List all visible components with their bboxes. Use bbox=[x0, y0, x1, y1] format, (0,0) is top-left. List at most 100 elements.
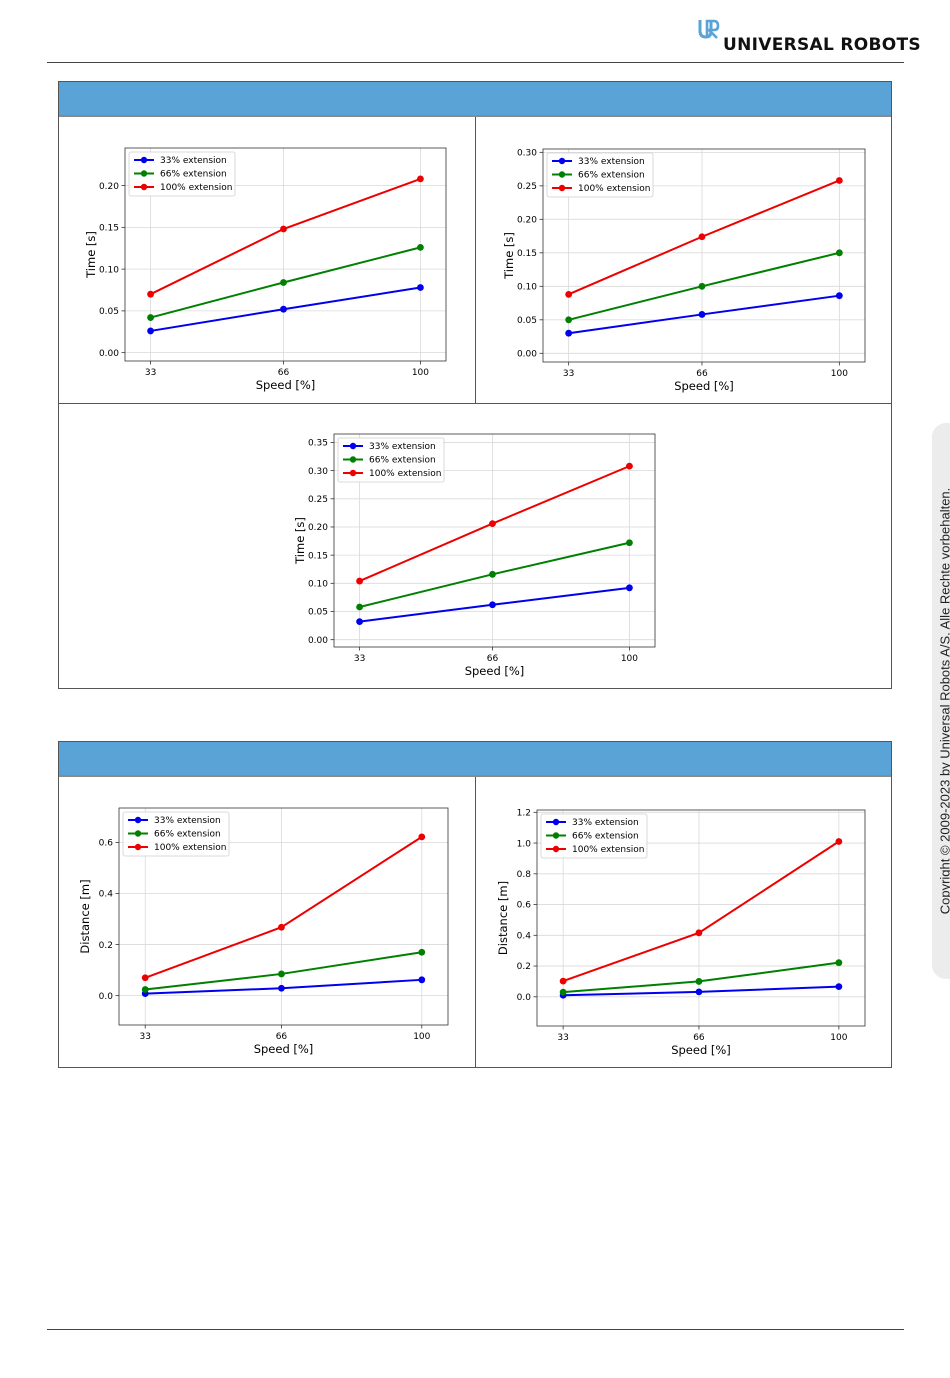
data-point bbox=[626, 584, 633, 592]
data-point bbox=[559, 988, 567, 996]
data-point bbox=[417, 244, 424, 251]
y-tick-label: 1.2 bbox=[517, 809, 531, 819]
data-point bbox=[559, 977, 567, 985]
data-point bbox=[835, 838, 843, 845]
x-axis-label: Speed [%] bbox=[674, 379, 734, 393]
data-point bbox=[489, 570, 496, 578]
line-chart-svg: 0.00 0.05 0.10 0.15 0.20 0.25 0.30 0.35 33 66 100 S… bbox=[293, 433, 656, 678]
data-point bbox=[418, 833, 426, 841]
x-axis-label: Speed [%] bbox=[256, 378, 316, 392]
legend-box bbox=[546, 152, 654, 198]
data-point bbox=[698, 311, 706, 318]
x-tick-label: 100 bbox=[830, 1033, 847, 1043]
plot-frame bbox=[536, 809, 866, 1027]
legend-marker bbox=[552, 832, 560, 839]
y-tick-label: 0.0 bbox=[99, 992, 114, 1002]
legend-marker bbox=[140, 183, 148, 191]
legend-box bbox=[128, 151, 236, 197]
line-chart-svg: 0.0 0.2 0.4 0.6 0.8 1.0 1.2 33 66 100 Speed [%] Dis… bbox=[496, 809, 866, 1057]
data-point bbox=[418, 976, 426, 984]
y-tick-label: 0.10 bbox=[308, 580, 328, 590]
legend-box bbox=[337, 437, 445, 483]
y-tick-label: 0.30 bbox=[517, 149, 537, 159]
data-point bbox=[698, 233, 706, 241]
data-point bbox=[695, 978, 703, 985]
data-point bbox=[141, 986, 149, 993]
chart-distance-2: 0.0 0.2 0.4 0.6 0.8 1.0 1.2 33 66 100 Speed [%] Dis… bbox=[496, 800, 868, 1057]
data-point bbox=[565, 316, 573, 324]
y-tick-label: 0.8 bbox=[517, 870, 532, 880]
y-tick-label: 0.20 bbox=[308, 523, 328, 533]
legend-label: 66% extension bbox=[160, 170, 227, 180]
legend-label: 66% extension bbox=[369, 456, 436, 466]
legend-marker bbox=[134, 830, 142, 837]
x-tick-label: 100 bbox=[413, 1032, 430, 1042]
ur-logo-icon bbox=[698, 19, 720, 39]
y-tick-label: 0.35 bbox=[308, 439, 328, 449]
legend-label: 100% extension bbox=[572, 845, 644, 855]
data-point bbox=[141, 974, 149, 982]
data-point bbox=[280, 225, 287, 233]
data-point bbox=[698, 282, 706, 290]
series-line bbox=[144, 836, 423, 979]
legend-marker bbox=[552, 845, 560, 853]
data-point bbox=[565, 290, 573, 298]
legend-label: 66% extension bbox=[578, 171, 645, 181]
x-axis-label: Speed [%] bbox=[254, 1042, 314, 1056]
y-tick-label: 0.6 bbox=[99, 839, 114, 849]
x-tick-label: 100 bbox=[831, 369, 848, 379]
legend-label: 66% extension bbox=[154, 830, 221, 840]
legend-label: 66% extension bbox=[572, 832, 639, 842]
footer-divider bbox=[47, 1329, 904, 1330]
legend-marker bbox=[558, 157, 566, 165]
x-tick-label: 66 bbox=[276, 1032, 288, 1042]
legend-box bbox=[540, 813, 648, 859]
legend-marker bbox=[558, 184, 566, 192]
legend-marker bbox=[134, 843, 142, 851]
x-tick-label: 100 bbox=[412, 368, 429, 378]
legend-label: 100% extension bbox=[154, 843, 226, 853]
y-tick-label: 0.15 bbox=[517, 249, 537, 259]
data-point bbox=[280, 305, 287, 313]
plot-frame bbox=[542, 148, 866, 363]
data-point bbox=[835, 177, 843, 184]
y-axis-label: Time [s] bbox=[293, 517, 307, 565]
data-point bbox=[489, 601, 496, 609]
data-point bbox=[147, 314, 154, 321]
y-tick-label: 0.2 bbox=[517, 962, 531, 972]
y-axis-label: Distance [m] bbox=[78, 879, 92, 953]
legend-label: 100% extension bbox=[578, 184, 650, 194]
data-point bbox=[147, 327, 154, 335]
y-tick-label: 0.25 bbox=[308, 495, 328, 505]
data-point bbox=[695, 929, 703, 937]
y-tick-label: 0.05 bbox=[99, 307, 119, 317]
y-tick-label: 0.15 bbox=[308, 551, 328, 561]
chart-distance-1: 0.0 0.2 0.4 0.6 33 66 100 Speed [%] Distance [m]… bbox=[78, 800, 450, 1057]
header-divider bbox=[47, 62, 904, 63]
cell-divider bbox=[475, 777, 476, 1068]
x-axis-label: Speed [%] bbox=[671, 1043, 731, 1057]
row-divider bbox=[59, 403, 891, 404]
chart-time-1: 0.00 0.05 0.10 0.15 0.20 33 66 100 Speed [%] Time… bbox=[80, 140, 450, 395]
legend-marker bbox=[134, 816, 142, 824]
data-point bbox=[147, 290, 154, 298]
x-tick-label: 66 bbox=[693, 1033, 705, 1043]
legend-label: 33% extension bbox=[160, 156, 227, 166]
y-tick-label: 0.05 bbox=[308, 608, 328, 618]
legend-marker bbox=[552, 818, 560, 826]
x-tick-label: 33 bbox=[563, 369, 574, 379]
x-tick-label: 33 bbox=[354, 654, 365, 664]
table-header-bar bbox=[59, 742, 891, 777]
copyright-tab bbox=[932, 423, 950, 979]
y-tick-label: 0.10 bbox=[99, 265, 119, 275]
y-axis-label: Distance [m] bbox=[496, 881, 510, 955]
data-point bbox=[280, 279, 287, 286]
y-tick-label: 0.00 bbox=[517, 349, 537, 359]
plot-frame bbox=[118, 807, 449, 1026]
y-tick-label: 0.30 bbox=[308, 467, 328, 477]
x-tick-label: 66 bbox=[487, 654, 499, 664]
plot-frame bbox=[333, 433, 656, 648]
stopping-distance-table bbox=[58, 741, 892, 1068]
data-point bbox=[356, 577, 363, 585]
x-tick-label: 66 bbox=[278, 368, 290, 378]
